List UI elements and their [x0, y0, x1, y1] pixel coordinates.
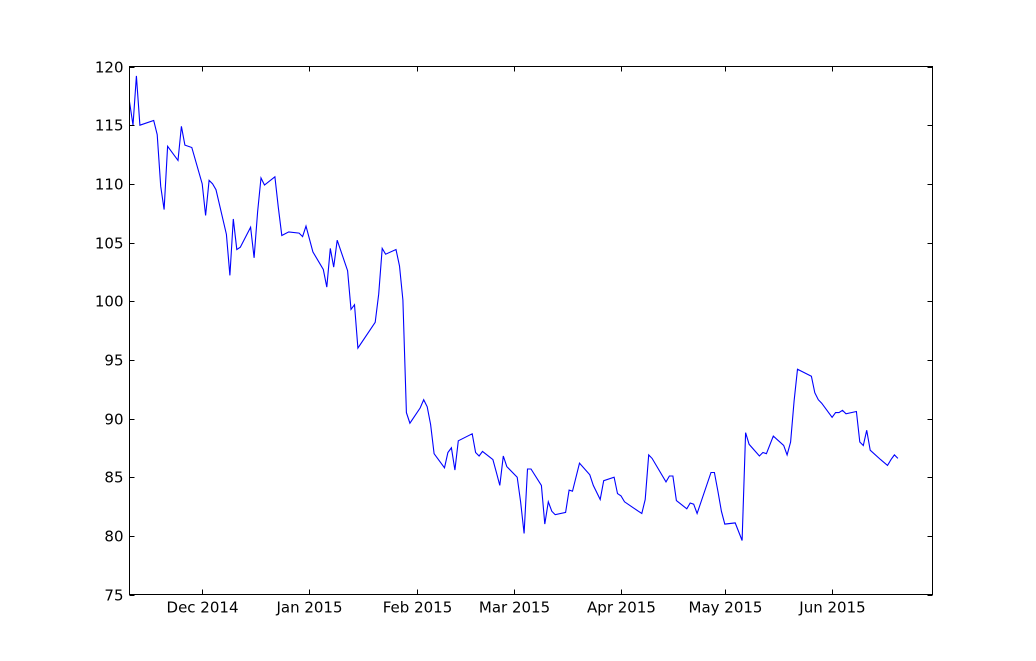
x-tick-label: May 2015 — [689, 599, 763, 617]
series-line-0 — [128, 75, 899, 541]
y-tick-label: 110 — [95, 176, 124, 194]
x-tick-label: Dec 2014 — [167, 599, 239, 617]
x-axis: Dec 2014 Jan 2015 Feb 2015 Mar 2015 Apr 2015… — [167, 66, 866, 617]
y-tick-label: 95 — [104, 352, 123, 370]
x-tick-label: Apr 2015 — [587, 599, 656, 617]
y-axis: 75 80 85 90 95 100 105 110 115 120 — [95, 59, 933, 605]
y-tick-label: 115 — [95, 117, 124, 135]
series-layer — [128, 75, 899, 541]
y-tick-label: 105 — [95, 235, 124, 253]
y-tick-label: 85 — [104, 469, 123, 487]
y-tick-label: 100 — [95, 293, 124, 311]
y-tick-label: 90 — [104, 411, 123, 429]
x-tick-label: Feb 2015 — [383, 599, 453, 617]
y-tick-label: 80 — [104, 528, 123, 546]
x-tick-label: Mar 2015 — [479, 599, 550, 617]
x-tick-label: Jun 2015 — [798, 599, 865, 617]
y-tick-label: 75 — [104, 587, 123, 605]
plot-frame — [129, 66, 933, 595]
x-tick-label: Jan 2015 — [275, 599, 342, 617]
y-tick-label: 120 — [95, 59, 124, 77]
